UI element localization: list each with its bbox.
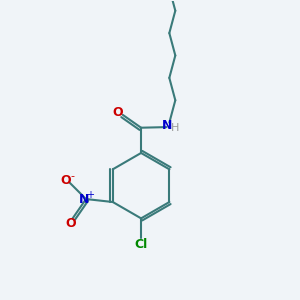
Text: O: O [65,217,76,230]
Text: O: O [60,174,71,187]
Text: H: H [170,123,179,133]
Text: +: + [85,190,94,200]
Text: Cl: Cl [134,238,148,251]
Text: -: - [70,171,74,181]
Text: O: O [113,106,123,119]
Text: N: N [79,193,90,206]
Text: N: N [162,119,172,132]
